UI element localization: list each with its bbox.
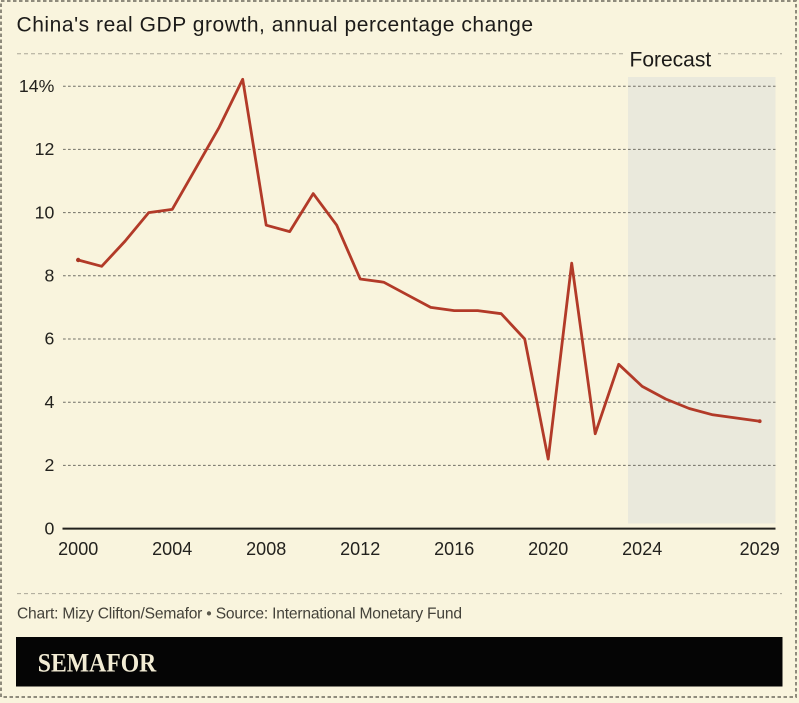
svg-text:2012: 2012 <box>340 539 380 559</box>
svg-text:12: 12 <box>35 139 55 159</box>
svg-text:2: 2 <box>44 455 54 475</box>
svg-text:Chart: Mizy Clifton/Semafor •: Chart: Mizy Clifton/Semafor • Source: In… <box>17 606 462 623</box>
svg-text:0: 0 <box>44 518 54 538</box>
svg-text:8: 8 <box>44 266 54 286</box>
svg-text:2016: 2016 <box>434 539 474 559</box>
svg-text:2024: 2024 <box>622 539 662 559</box>
svg-text:4: 4 <box>44 392 54 412</box>
svg-text:China's real GDP growth, annua: China's real GDP growth, annual percenta… <box>17 14 534 37</box>
svg-text:6: 6 <box>44 329 54 349</box>
svg-text:2008: 2008 <box>246 539 286 559</box>
svg-text:Forecast: Forecast <box>630 49 712 72</box>
svg-text:SEMAFOR: SEMAFOR <box>38 649 157 678</box>
svg-text:14%: 14% <box>19 76 55 96</box>
svg-text:2029: 2029 <box>740 539 780 559</box>
svg-text:2004: 2004 <box>152 539 192 559</box>
svg-text:2020: 2020 <box>528 539 568 559</box>
svg-text:2000: 2000 <box>58 539 98 559</box>
svg-text:10: 10 <box>35 202 55 222</box>
